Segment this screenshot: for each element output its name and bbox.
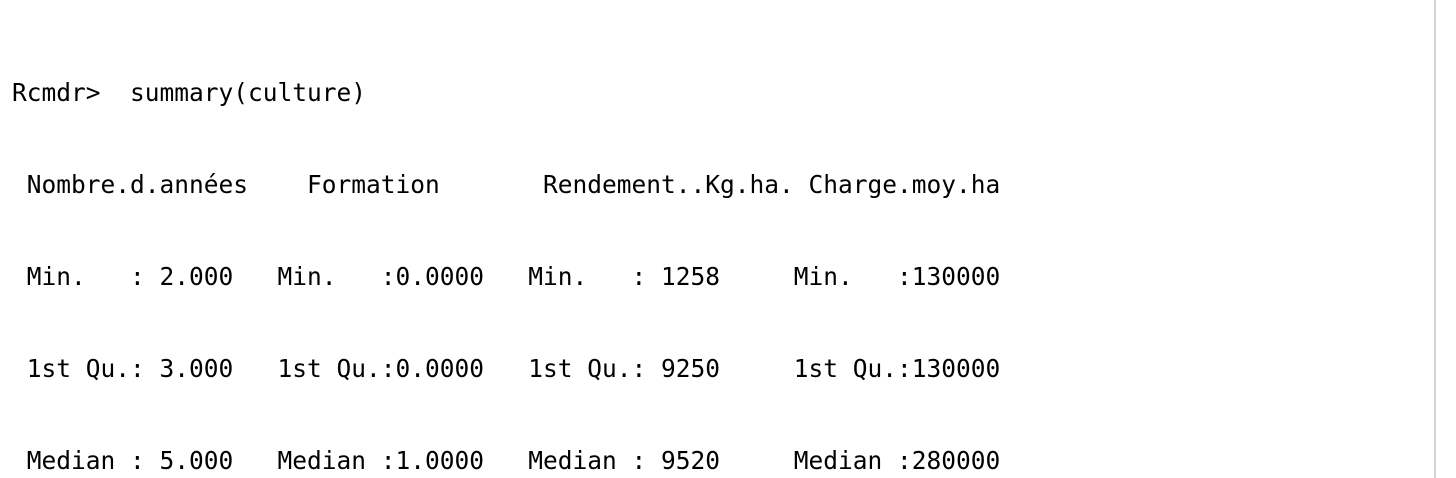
summary-row-min-1: Min. : 2.000 Min. :0.0000 Min. : 1258 Mi… [12,262,1001,292]
command-line: Rcmdr> summary(culture) [12,78,1000,109]
summary-row-1st-qu-1: 1st Qu.: 3.000 1st Qu.:0.0000 1st Qu.: 9… [12,354,1001,384]
summary-row-median-1: Median : 5.000 Median :1.0000 Median : 9… [12,446,1001,476]
summary-header-row-1: Nombre.d.années Formation Rendement..Kg.… [12,170,1001,200]
console-output: Rcmdr> summary(culture) Nombre.d.années … [12,17,1000,478]
command-text: summary(culture) [130,78,367,108]
console-prompt: Rcmdr> [12,78,101,108]
